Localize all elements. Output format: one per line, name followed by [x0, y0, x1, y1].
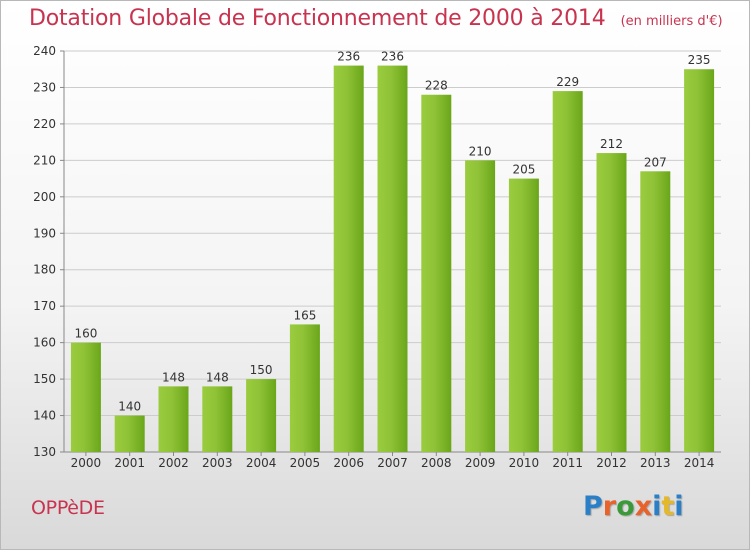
bar: [552, 91, 583, 452]
y-tick-label: 200: [33, 190, 56, 204]
commune-name: OPPèDE: [31, 497, 105, 519]
brand-logo: Proxiti: [583, 491, 684, 522]
data-label: 210: [469, 144, 492, 158]
x-tick-label: 2003: [202, 456, 233, 470]
y-tick-label: 210: [33, 153, 56, 167]
y-tick-label: 150: [33, 372, 56, 386]
data-label: 205: [512, 163, 535, 177]
data-label: 165: [293, 308, 316, 322]
data-label: 148: [162, 370, 185, 384]
bar: [202, 386, 233, 452]
labels: 130 140 150 160 170 180 190 200 210 220 230 240 160 2…: [33, 44, 714, 470]
bars: [70, 65, 715, 453]
data-label: 150: [250, 363, 273, 377]
y-tick-label: 160: [33, 336, 56, 350]
bar: [377, 65, 408, 452]
data-label: 207: [644, 155, 667, 169]
y-tick-label: 190: [33, 226, 56, 240]
bar: [465, 160, 496, 452]
bar: [421, 94, 452, 452]
bar: [70, 342, 101, 452]
x-tick-label: 2013: [640, 456, 671, 470]
bar: [158, 386, 189, 452]
data-label: 236: [381, 50, 404, 64]
data-label: 236: [337, 50, 360, 64]
bar: [114, 415, 145, 452]
chart-unit: (en milliers d'€): [620, 14, 723, 29]
x-tick-label: 2006: [333, 456, 364, 470]
x-tick-label: 2007: [377, 456, 408, 470]
x-tick-label: 2005: [290, 456, 321, 470]
data-label: 229: [556, 75, 579, 89]
y-tick-label: 240: [33, 44, 56, 58]
y-tick-label: 180: [33, 263, 56, 277]
y-tick-label: 140: [33, 409, 56, 423]
bar: [508, 178, 539, 452]
bar: [684, 69, 715, 453]
y-tick-label: 170: [33, 299, 56, 313]
x-tick-label: 2008: [421, 456, 452, 470]
bar: [333, 65, 364, 452]
x-tick-label: 2010: [509, 456, 540, 470]
bar: [640, 171, 671, 453]
x-tick-label: 2014: [684, 456, 715, 470]
brand-letter: t: [661, 491, 675, 522]
chart-title-block: Dotation Globale de Fonctionnement de 20…: [29, 6, 723, 31]
brand-letter: i: [652, 491, 662, 522]
x-tick-label: 2011: [552, 456, 583, 470]
brand-letter: P: [583, 491, 603, 522]
brand-letter: r: [602, 491, 617, 522]
bar: [246, 379, 277, 452]
x-tick-label: 2012: [596, 456, 627, 470]
data-label: 235: [688, 53, 711, 67]
y-tick-label: 130: [33, 445, 56, 459]
x-tick-label: 2000: [71, 456, 102, 470]
data-label: 228: [425, 79, 448, 93]
brand-letter: o: [616, 491, 635, 522]
data-label: 148: [206, 370, 229, 384]
brand-letter: x: [634, 491, 653, 522]
y-tick-label: 230: [33, 80, 56, 94]
data-label: 212: [600, 137, 623, 151]
bar: [289, 324, 320, 452]
brand-letter: i: [674, 491, 684, 522]
x-tick-label: 2009: [465, 456, 496, 470]
x-tick-label: 2002: [158, 456, 189, 470]
x-tick-label: 2001: [114, 456, 145, 470]
chart-title: Dotation Globale de Fonctionnement de 20…: [29, 6, 606, 31]
x-tick-label: 2004: [246, 456, 277, 470]
data-label: 160: [74, 327, 97, 341]
y-tick-label: 220: [33, 117, 56, 131]
bar: [596, 153, 627, 452]
data-label: 140: [118, 400, 141, 414]
